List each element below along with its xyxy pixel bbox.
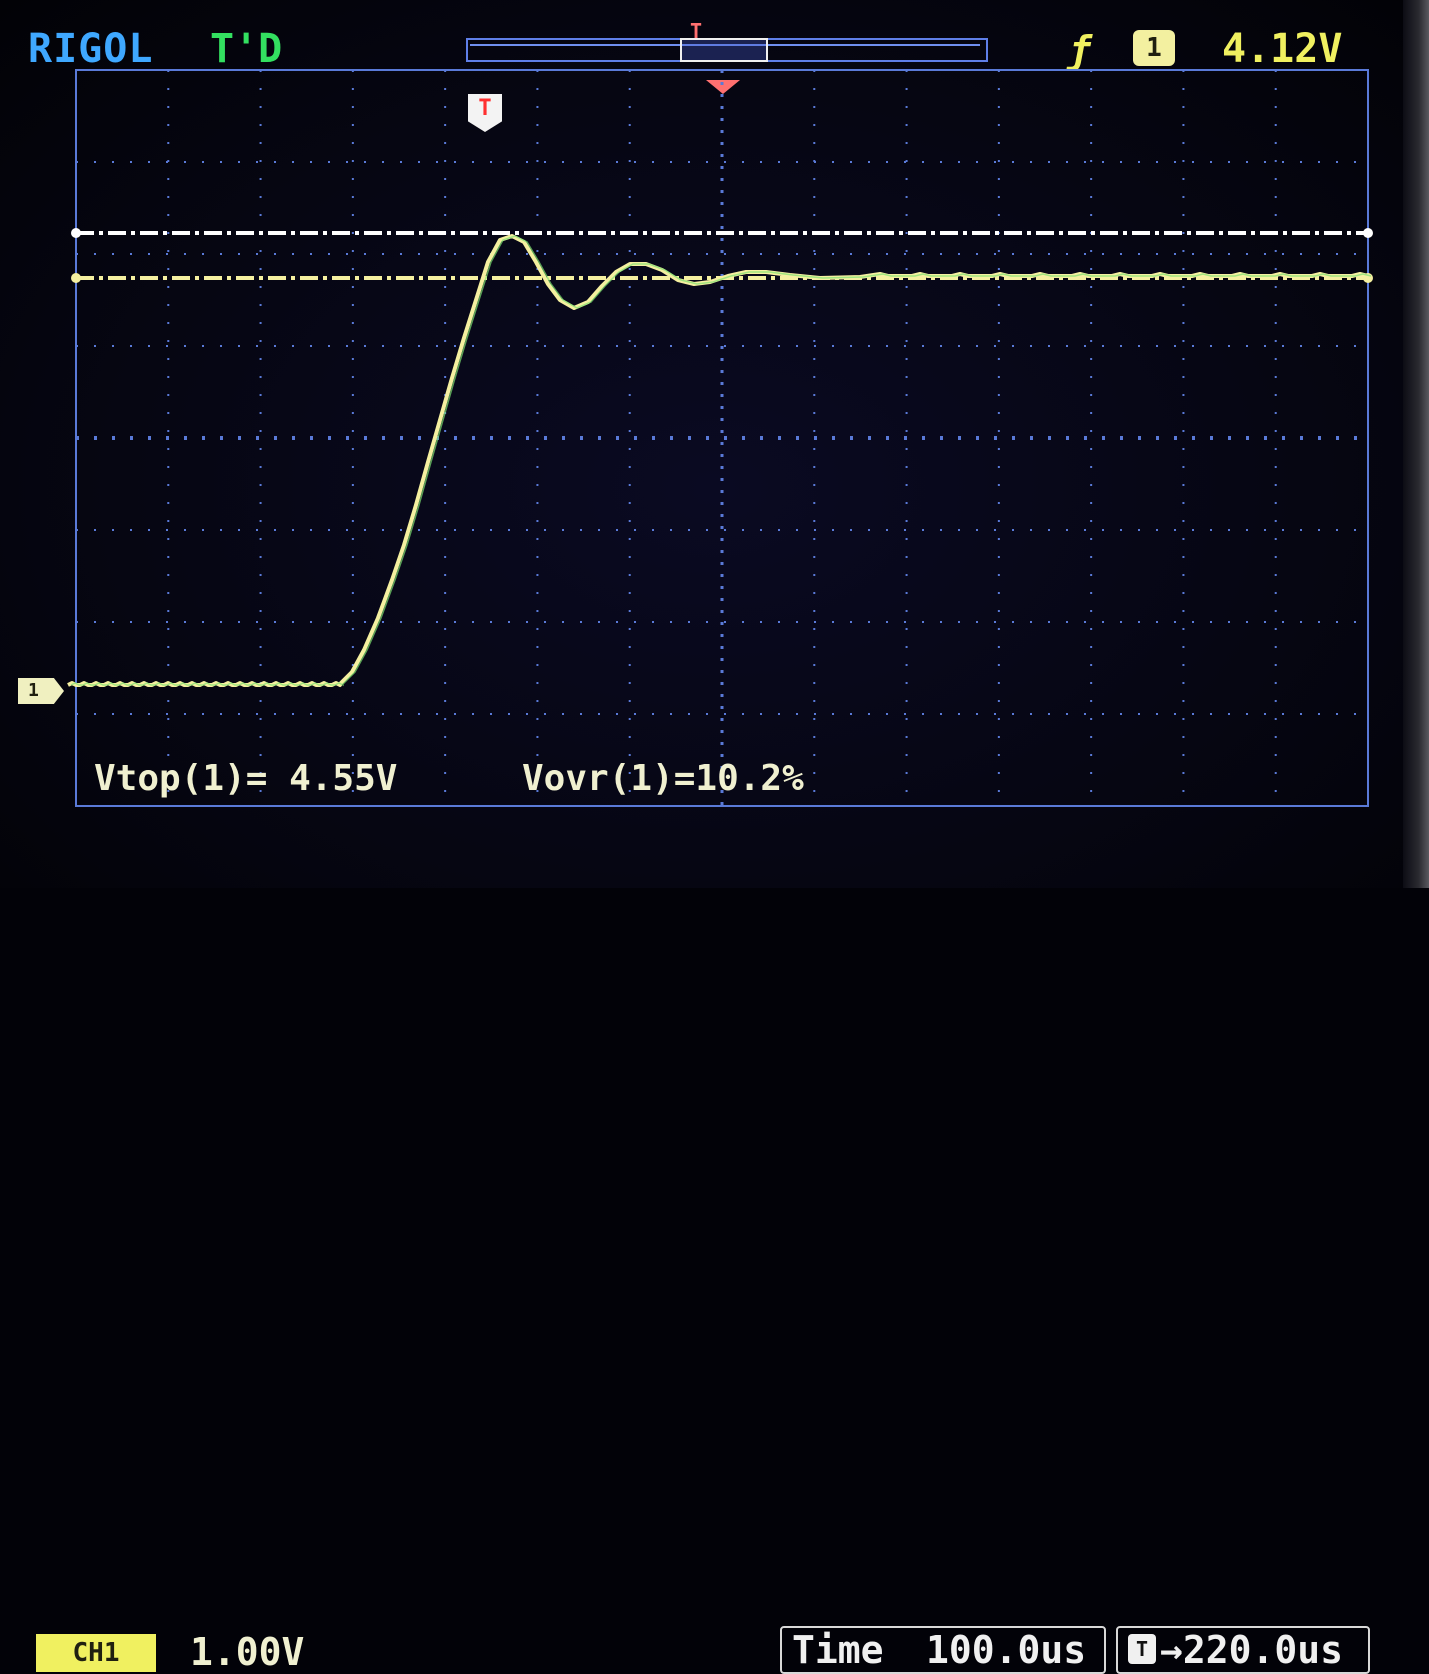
top-level-line-end-right — [1363, 228, 1373, 238]
timebase-value: 100.0us — [926, 1628, 1087, 1672]
trigger-delay-number: 220.0us — [1182, 1628, 1344, 1672]
trigger-source-badge[interactable]: 1 — [1133, 30, 1175, 66]
trigger-position-arrow-icon — [706, 80, 740, 94]
memory-view-window[interactable] — [680, 38, 768, 62]
top-level-line-end-left — [71, 228, 81, 238]
channel1-ground-marker[interactable]: 1 — [18, 678, 64, 704]
scope-bezel — [0, 0, 1429, 888]
measurement-vtop: Vtop(1)= 4.55V — [94, 758, 397, 799]
trigger-level-readout: 4.12V — [1222, 26, 1343, 72]
channel1-trace — [67, 234, 1369, 687]
memory-waveform-preview — [470, 44, 980, 46]
bottom-status-bar: CH1 1.00V Time 100.0us T →220.0us — [0, 808, 1400, 1674]
channel1-trace-glow — [70, 235, 1372, 687]
volts-per-div-readout: 1.00V — [190, 1630, 305, 1674]
measurement-vovr-value: 10.2% — [695, 758, 804, 799]
channel-badge[interactable]: CH1 — [36, 1634, 156, 1672]
measurement-vtop-label: Vtop(1)= — [94, 758, 268, 799]
trigger-delay-value: →220.0us — [1160, 1628, 1344, 1672]
graticule — [75, 69, 1369, 807]
measurement-vovr: Vovr(1)=10.2% — [522, 758, 804, 799]
acquire-status: T'D — [210, 26, 283, 72]
waveform-display[interactable] — [0, 0, 1429, 888]
measurement-vtop-value: 4.55V — [289, 758, 398, 799]
bezel-edge — [1403, 0, 1429, 888]
base-level-line-end-left — [71, 273, 81, 283]
rising-edge-icon: ƒ — [1068, 28, 1091, 72]
timebase-label: Time — [792, 1628, 884, 1672]
brand-logo: RIGOL — [28, 26, 154, 72]
trigger-position-label: T — [690, 19, 703, 43]
measurement-vovr-label: Vovr(1)= — [522, 758, 696, 799]
trigger-delay-icon: T — [1128, 1634, 1156, 1664]
